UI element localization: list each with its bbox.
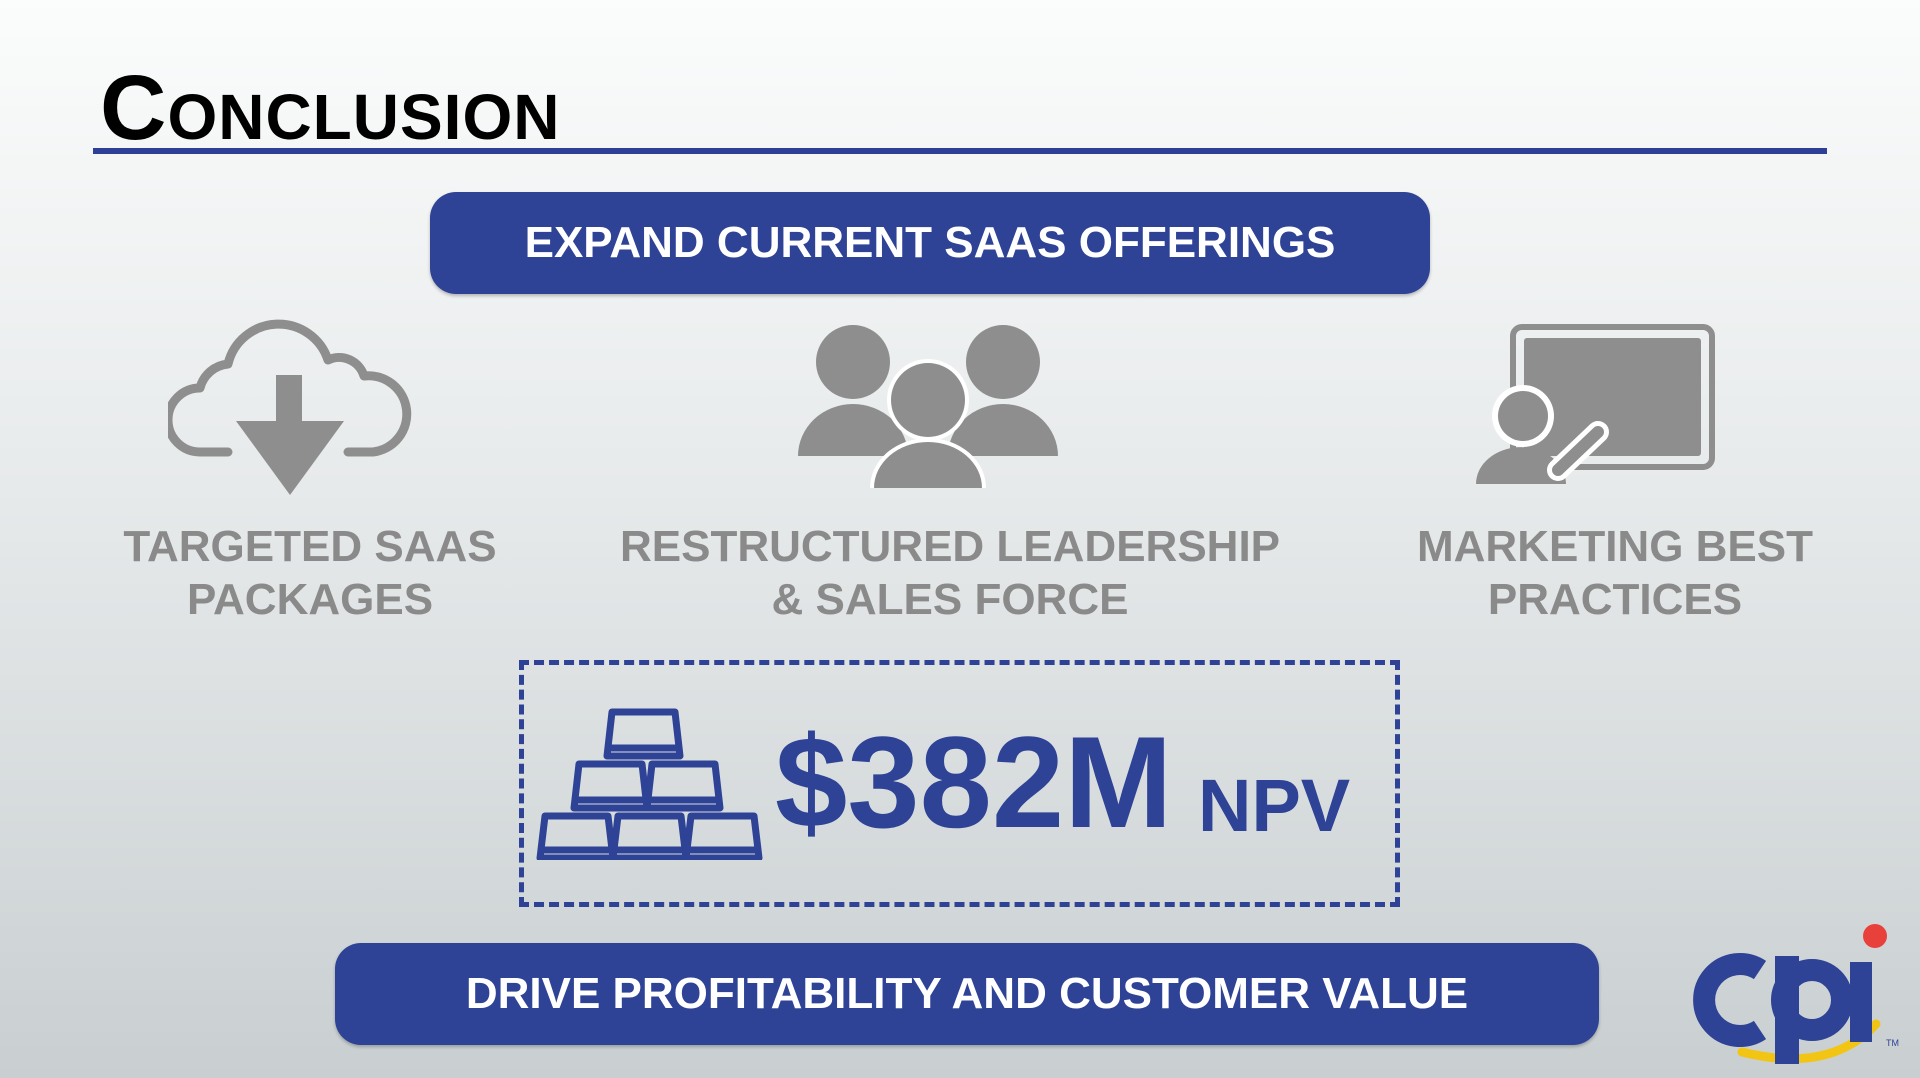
top-banner-label: EXPAND CURRENT SAAS OFFERINGS <box>524 218 1336 267</box>
pillar-label-line: MARKETING BEST <box>1417 522 1813 571</box>
group-people-icon <box>798 325 1058 488</box>
pillar-targeted-saas: TARGETED SAAS PACKAGES <box>90 520 530 626</box>
cloud-download-icon <box>168 319 412 495</box>
gold-bars-icon <box>536 708 763 860</box>
pillar-restructured-leadership: RESTRUCTURED LEADERSHIP & SALES FORCE <box>590 520 1310 626</box>
pillar-label-line: & SALES FORCE <box>771 575 1129 624</box>
pillar-label-line: TARGETED SAAS <box>123 522 497 571</box>
svg-text:TM: TM <box>1886 1038 1899 1048</box>
npv-unit: NPV <box>1198 764 1351 847</box>
cpi-logo: TM <box>1693 924 1899 1064</box>
title-divider <box>93 148 1827 154</box>
bottom-banner: DRIVE PROFITABILITY AND CUSTOMER VALUE <box>335 943 1599 1045</box>
pillar-label-line: RESTRUCTURED LEADERSHIP <box>619 522 1281 571</box>
npv-amount: $382M <box>775 709 1173 855</box>
pillar-marketing: MARKETING BEST PRACTICES <box>1390 520 1840 626</box>
npv-callout-box <box>519 660 1400 907</box>
top-banner: EXPAND CURRENT SAAS OFFERINGS <box>430 192 1430 294</box>
pillar-label-line: PRACTICES <box>1487 575 1743 624</box>
pillar-label-line: PACKAGES <box>186 575 434 624</box>
page-title: Conclusion <box>100 57 561 159</box>
presentation-board-icon <box>1476 324 1715 484</box>
bottom-banner-label: DRIVE PROFITABILITY AND CUSTOMER VALUE <box>465 969 1469 1018</box>
